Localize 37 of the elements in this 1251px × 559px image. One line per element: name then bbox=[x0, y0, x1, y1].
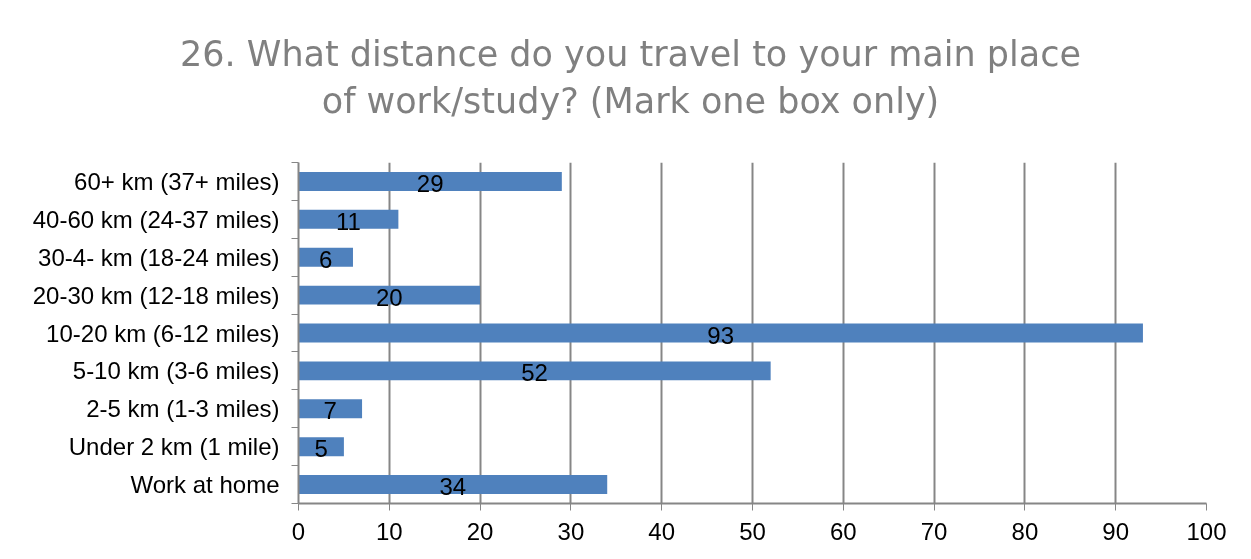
bar bbox=[298, 209, 399, 229]
y-tick-label: 60+ km (37+ miles) bbox=[74, 167, 280, 195]
x-tick-label: 80 bbox=[1011, 517, 1039, 545]
data-label: 34 bbox=[439, 473, 467, 501]
x-tick-label: 60 bbox=[829, 517, 857, 545]
x-tick-label: 40 bbox=[648, 517, 676, 545]
y-tick-label: Under 2 km (1 mile) bbox=[68, 433, 280, 461]
x-tick-label: 10 bbox=[375, 517, 403, 545]
x-tick-label: 70 bbox=[920, 517, 948, 545]
bar bbox=[298, 323, 1143, 343]
x-tick-label: 50 bbox=[739, 517, 766, 545]
bar bbox=[298, 171, 562, 191]
bar bbox=[298, 399, 363, 419]
y-tick-label: Work at home bbox=[130, 471, 280, 499]
data-label: 7 bbox=[323, 397, 337, 425]
y-tick-label: 20-30 km (12-18 miles) bbox=[32, 281, 280, 309]
data-label: 29 bbox=[416, 169, 444, 197]
x-tick-label: 20 bbox=[466, 517, 494, 545]
bar bbox=[298, 285, 481, 305]
y-tick-label: 10-20 km (6-12 miles) bbox=[46, 319, 280, 347]
data-label: 52 bbox=[521, 359, 548, 387]
x-tick-label: 90 bbox=[1102, 517, 1130, 545]
data-label: 20 bbox=[375, 283, 403, 311]
data-label: 6 bbox=[319, 245, 333, 273]
y-tick-label: 2-5 km (1-3 miles) bbox=[86, 395, 280, 423]
x-tick-label: 100 bbox=[1186, 517, 1227, 545]
bar bbox=[298, 475, 608, 495]
data-label: 11 bbox=[335, 207, 361, 235]
data-label: 5 bbox=[314, 435, 328, 463]
y-tick-label: 30-4- km (18-24 miles) bbox=[38, 243, 280, 271]
x-tick-label: 0 bbox=[291, 517, 306, 545]
x-tick-label: 30 bbox=[557, 517, 585, 545]
y-tick-label: 40-60 km (24-37 miles) bbox=[32, 205, 280, 233]
bar bbox=[298, 361, 771, 381]
data-label: 93 bbox=[707, 321, 735, 349]
y-tick-label: 5-10 km (3-6 miles) bbox=[72, 357, 280, 385]
chart-title: 26. What distance do you travel to your main place of work/study? (Mark one box only) bbox=[180, 33, 1081, 123]
